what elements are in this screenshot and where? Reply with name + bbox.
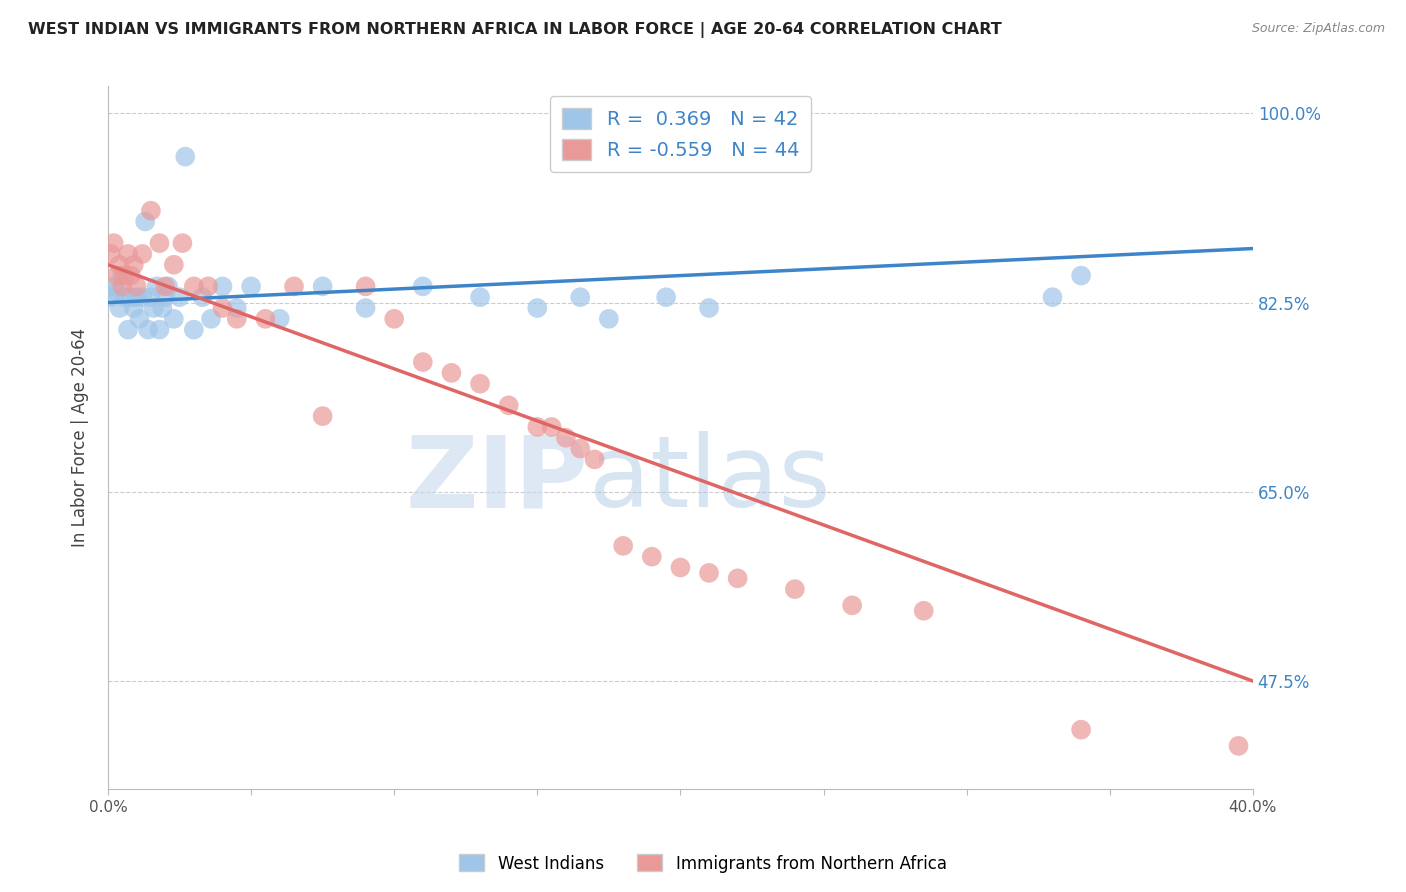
Point: [105, 285, 128, 299]
Point: [125, 290, 148, 304]
Point: [111, 268, 134, 283]
Point: [103, 236, 125, 251]
Point: [117, 247, 139, 261]
Point: [174, 150, 197, 164]
Point: [145, 279, 167, 293]
Point: [131, 290, 153, 304]
Point: [240, 279, 263, 293]
Point: [200, 311, 222, 326]
Point: [783, 582, 806, 596]
Point: [211, 279, 233, 293]
Point: [148, 323, 170, 337]
Point: [1227, 739, 1250, 753]
Text: WEST INDIAN VS IMMIGRANTS FROM NORTHERN AFRICA IN LABOR FORCE | AGE 20-64 CORREL: WEST INDIAN VS IMMIGRANTS FROM NORTHERN …: [28, 22, 1002, 38]
Point: [111, 279, 134, 293]
Point: [100, 247, 122, 261]
Point: [311, 279, 333, 293]
Point: [105, 268, 128, 283]
Point: [108, 301, 131, 315]
Point: [122, 258, 145, 272]
Y-axis label: In Labor Force | Age 20-64: In Labor Force | Age 20-64: [72, 328, 89, 548]
Point: [114, 290, 136, 304]
Point: [108, 258, 131, 272]
Point: [912, 604, 935, 618]
Point: [440, 366, 463, 380]
Point: [163, 258, 186, 272]
Point: [1042, 290, 1064, 304]
Point: [142, 301, 165, 315]
Legend: West Indians, Immigrants from Northern Africa: West Indians, Immigrants from Northern A…: [453, 847, 953, 880]
Point: [412, 355, 434, 369]
Point: [598, 311, 620, 326]
Point: [354, 279, 377, 293]
Point: [354, 301, 377, 315]
Point: [1070, 268, 1092, 283]
Point: [225, 301, 247, 315]
Point: [583, 452, 606, 467]
Point: [191, 290, 214, 304]
Point: [569, 442, 592, 456]
Point: [697, 566, 720, 580]
Point: [269, 311, 291, 326]
Point: [211, 301, 233, 315]
Point: [225, 311, 247, 326]
Point: [498, 398, 520, 412]
Point: [183, 323, 205, 337]
Point: [155, 279, 177, 293]
Point: [727, 571, 749, 585]
Point: [197, 279, 219, 293]
Point: [526, 420, 548, 434]
Point: [468, 376, 491, 391]
Point: [641, 549, 664, 564]
Point: [120, 268, 142, 283]
Point: [1070, 723, 1092, 737]
Point: [172, 236, 194, 251]
Point: [131, 247, 153, 261]
Point: [669, 560, 692, 574]
Point: [169, 290, 191, 304]
Point: [163, 311, 186, 326]
Point: [283, 279, 305, 293]
Point: [655, 290, 678, 304]
Point: [157, 279, 180, 293]
Point: [468, 290, 491, 304]
Point: [120, 290, 142, 304]
Point: [155, 290, 177, 304]
Point: [100, 290, 122, 304]
Point: [114, 268, 136, 283]
Point: [122, 301, 145, 315]
Point: [136, 323, 159, 337]
Point: [103, 279, 125, 293]
Point: [382, 311, 405, 326]
Point: [183, 279, 205, 293]
Point: [555, 431, 578, 445]
Point: [134, 214, 156, 228]
Point: [125, 279, 148, 293]
Point: [139, 203, 162, 218]
Legend: R =  0.369   N = 42, R = -0.559   N = 44: R = 0.369 N = 42, R = -0.559 N = 44: [550, 96, 811, 171]
Point: [128, 311, 150, 326]
Point: [311, 409, 333, 424]
Point: [150, 301, 173, 315]
Point: [569, 290, 592, 304]
Point: [612, 539, 634, 553]
Point: [139, 290, 162, 304]
Text: Source: ZipAtlas.com: Source: ZipAtlas.com: [1251, 22, 1385, 36]
Text: atlas: atlas: [589, 432, 831, 528]
Point: [841, 599, 863, 613]
Text: ZIP: ZIP: [406, 432, 589, 528]
Point: [697, 301, 720, 315]
Point: [540, 420, 562, 434]
Point: [412, 279, 434, 293]
Point: [148, 236, 170, 251]
Point: [254, 311, 277, 326]
Point: [117, 323, 139, 337]
Point: [526, 301, 548, 315]
